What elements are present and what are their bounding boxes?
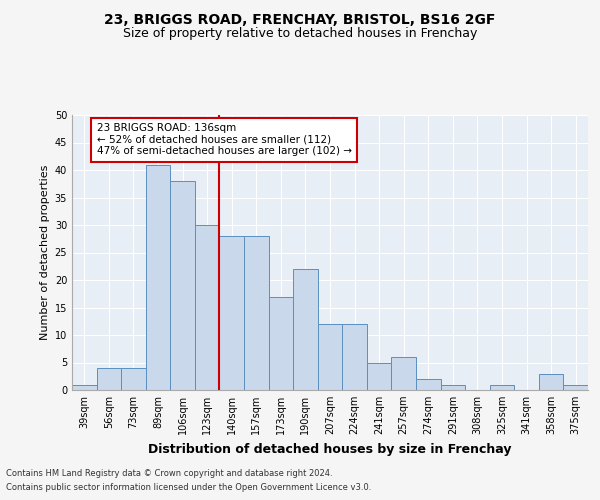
Bar (342, 324, 367, 390)
Text: 23, BRIGGS ROAD, FRENCHAY, BRISTOL, BS16 2GF: 23, BRIGGS ROAD, FRENCHAY, BRISTOL, BS16… (104, 12, 496, 26)
Bar (539, 374, 563, 390)
Text: Contains HM Land Registry data © Crown copyright and database right 2024.: Contains HM Land Registry data © Crown c… (6, 468, 332, 477)
Bar (195, 225, 220, 390)
X-axis label: Distribution of detached houses by size in Frenchay: Distribution of detached houses by size … (148, 442, 512, 456)
Bar (563, 384, 588, 390)
Bar (97, 368, 121, 390)
Bar (72, 384, 97, 390)
Bar (146, 164, 170, 390)
Bar (490, 384, 514, 390)
Text: Size of property relative to detached houses in Frenchay: Size of property relative to detached ho… (123, 28, 477, 40)
Bar (440, 384, 465, 390)
Bar (293, 269, 318, 390)
Bar (244, 236, 269, 390)
Bar (318, 324, 342, 390)
Bar (269, 296, 293, 390)
Y-axis label: Number of detached properties: Number of detached properties (40, 165, 50, 340)
Bar (121, 368, 146, 390)
Bar (416, 379, 440, 390)
Bar (391, 357, 416, 390)
Text: Contains public sector information licensed under the Open Government Licence v3: Contains public sector information licen… (6, 484, 371, 492)
Text: 23 BRIGGS ROAD: 136sqm
← 52% of detached houses are smaller (112)
47% of semi-de: 23 BRIGGS ROAD: 136sqm ← 52% of detached… (97, 123, 352, 156)
Bar (220, 236, 244, 390)
Bar (170, 181, 195, 390)
Bar (367, 362, 391, 390)
